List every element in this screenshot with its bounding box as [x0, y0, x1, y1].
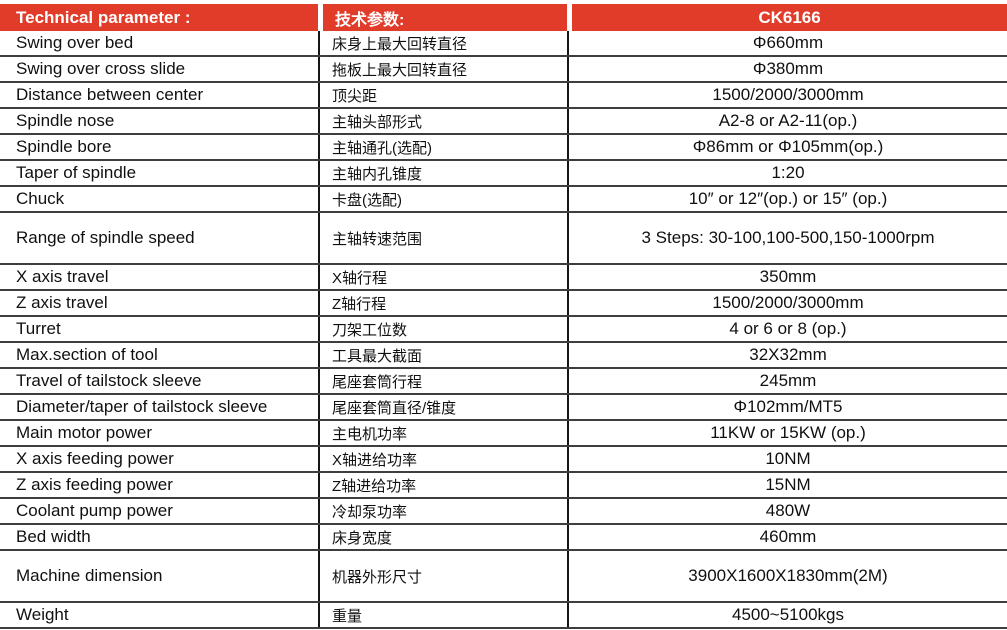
param-name-zh: 冷却泵功率: [318, 499, 567, 523]
param-name-en: X axis travel: [16, 267, 109, 286]
param-name-zh: X轴进给功率: [318, 447, 567, 471]
table-row: Bed width 床身宽度 460mm: [0, 525, 1007, 551]
param-name-en: Range of spindle speed: [16, 228, 195, 247]
param-name-en: Coolant pump power: [16, 501, 173, 520]
param-name-zh: 尾座套筒行程: [318, 369, 567, 393]
param-name-en: Swing over cross slide: [16, 59, 186, 78]
param-name-zh: 机器外形尺寸: [318, 551, 567, 601]
param-value: 245mm: [567, 369, 1007, 393]
param-value: 32X32mm: [567, 343, 1007, 367]
param-value: 15NM: [567, 473, 1007, 497]
param-value: Φ380mm: [567, 57, 1007, 81]
table-row: Swing over bed 床身上最大回转直径 Φ660mm: [0, 31, 1007, 57]
table-row: Spindle bore 主轴通孔(选配) Φ86mm or Φ105mm(op…: [0, 135, 1007, 161]
table-row: Swing over cross slide 拖板上最大回转直径 Φ380mm: [0, 57, 1007, 83]
param-name-en: Bed width: [16, 527, 91, 546]
param-name-en: Spindle bore: [16, 137, 112, 156]
param-name-en: Diameter/taper of tailstock sleeve: [16, 397, 268, 416]
table-row: Z axis travel Z轴行程 1500/2000/3000mm: [0, 291, 1007, 317]
param-name-en: Spindle nose: [16, 111, 115, 130]
param-name-zh: X轴行程: [318, 265, 567, 289]
table-row: Chuck 卡盘(选配) 10″ or 12″(op.) or 15″ (op.…: [0, 187, 1007, 213]
table-body: Swing over bed 床身上最大回转直径 Φ660mm Swing ov…: [0, 31, 1007, 629]
param-name-en: Travel of tailstock sleeve: [16, 371, 202, 390]
param-name-zh: 床身上最大回转直径: [318, 31, 567, 55]
param-name-zh: 卡盘(选配): [318, 187, 567, 211]
param-value: Φ86mm or Φ105mm(op.): [567, 135, 1007, 159]
param-name-zh: 主轴转速范围: [318, 213, 567, 263]
param-name-zh: 主轴内孔锥度: [318, 161, 567, 185]
param-name-en: Main motor power: [16, 423, 153, 442]
param-name-en: Swing over bed: [16, 33, 134, 52]
table-row: Travel of tailstock sleeve 尾座套筒行程 245mm: [0, 369, 1007, 395]
table-row: Z axis feeding power Z轴进给功率 15NM: [0, 473, 1007, 499]
param-name-en: X axis feeding power: [16, 449, 174, 468]
param-value: Φ660mm: [567, 31, 1007, 55]
param-value: 3900X1600X1830mm(2M): [567, 551, 1007, 601]
param-value: 4500~5100kgs: [567, 603, 1007, 627]
param-name-en: Turret: [16, 319, 61, 338]
param-name-zh: 顶尖距: [318, 83, 567, 107]
table-row: Weight 重量 4500~5100kgs: [0, 603, 1007, 629]
param-value: 350mm: [567, 265, 1007, 289]
table-row: Spindle nose 主轴头部形式 A2-8 or A2-11(op.): [0, 109, 1007, 135]
param-name-zh: Z轴进给功率: [318, 473, 567, 497]
table-row: Main motor power 主电机功率 11KW or 15KW (op.…: [0, 421, 1007, 447]
param-value: 1:20: [567, 161, 1007, 185]
param-value: Φ102mm/MT5: [567, 395, 1007, 419]
table-row: Coolant pump power 冷却泵功率 480W: [0, 499, 1007, 525]
param-value: 1500/2000/3000mm: [567, 83, 1007, 107]
param-value: 10″ or 12″(op.) or 15″ (op.): [567, 187, 1007, 211]
param-name-zh: 主电机功率: [318, 421, 567, 445]
header-chinese-label: 技术参数:: [318, 4, 567, 31]
table-row: X axis feeding power X轴进给功率 10NM: [0, 447, 1007, 473]
param-name-zh: 重量: [318, 603, 567, 627]
param-name-zh: 床身宽度: [318, 525, 567, 549]
header-technical-parameter: Technical parameter :: [0, 4, 318, 31]
header-model-badge: CK6166: [567, 4, 1007, 31]
param-name-en: Taper of spindle: [16, 163, 137, 182]
param-name-en: Weight: [16, 605, 69, 624]
param-value: A2-8 or A2-11(op.): [567, 109, 1007, 133]
param-name-en: Chuck: [16, 189, 65, 208]
table-row: Machine dimension 机器外形尺寸 3900X1600X1830m…: [0, 551, 1007, 603]
param-name-en: Machine dimension: [16, 566, 163, 585]
param-name-zh: 刀架工位数: [318, 317, 567, 341]
param-value: 480W: [567, 499, 1007, 523]
param-name-en: Max.section of tool: [16, 345, 158, 364]
param-name-en: Z axis feeding power: [16, 475, 173, 494]
param-name-zh: 拖板上最大回转直径: [318, 57, 567, 81]
param-value: 1500/2000/3000mm: [567, 291, 1007, 315]
param-name-zh: 尾座套筒直径/锥度: [318, 395, 567, 419]
table-row: Diameter/taper of tailstock sleeve 尾座套筒直…: [0, 395, 1007, 421]
table-row: Distance between center 顶尖距 1500/2000/30…: [0, 83, 1007, 109]
param-name-zh: 工具最大截面: [318, 343, 567, 367]
param-name-zh: Z轴行程: [318, 291, 567, 315]
param-name-en: Z axis travel: [16, 293, 108, 312]
param-name-en: Distance between center: [16, 85, 204, 104]
table-row: Max.section of tool 工具最大截面 32X32mm: [0, 343, 1007, 369]
param-name-zh: 主轴通孔(选配): [318, 135, 567, 159]
param-name-zh: 主轴头部形式: [318, 109, 567, 133]
param-value: 3 Steps: 30-100,100-500,150-1000rpm: [567, 213, 1007, 263]
table-row: Turret 刀架工位数 4 or 6 or 8 (op.): [0, 317, 1007, 343]
table-row: Range of spindle speed 主轴转速范围 3 Steps: 3…: [0, 213, 1007, 265]
table-row: Taper of spindle 主轴内孔锥度 1:20: [0, 161, 1007, 187]
param-value: 4 or 6 or 8 (op.): [567, 317, 1007, 341]
param-value: 460mm: [567, 525, 1007, 549]
table-row: X axis travel X轴行程 350mm: [0, 265, 1007, 291]
param-value: 11KW or 15KW (op.): [567, 421, 1007, 445]
table-header-row: Technical parameter : 技术参数: CK6166: [0, 4, 1007, 31]
param-value: 10NM: [567, 447, 1007, 471]
